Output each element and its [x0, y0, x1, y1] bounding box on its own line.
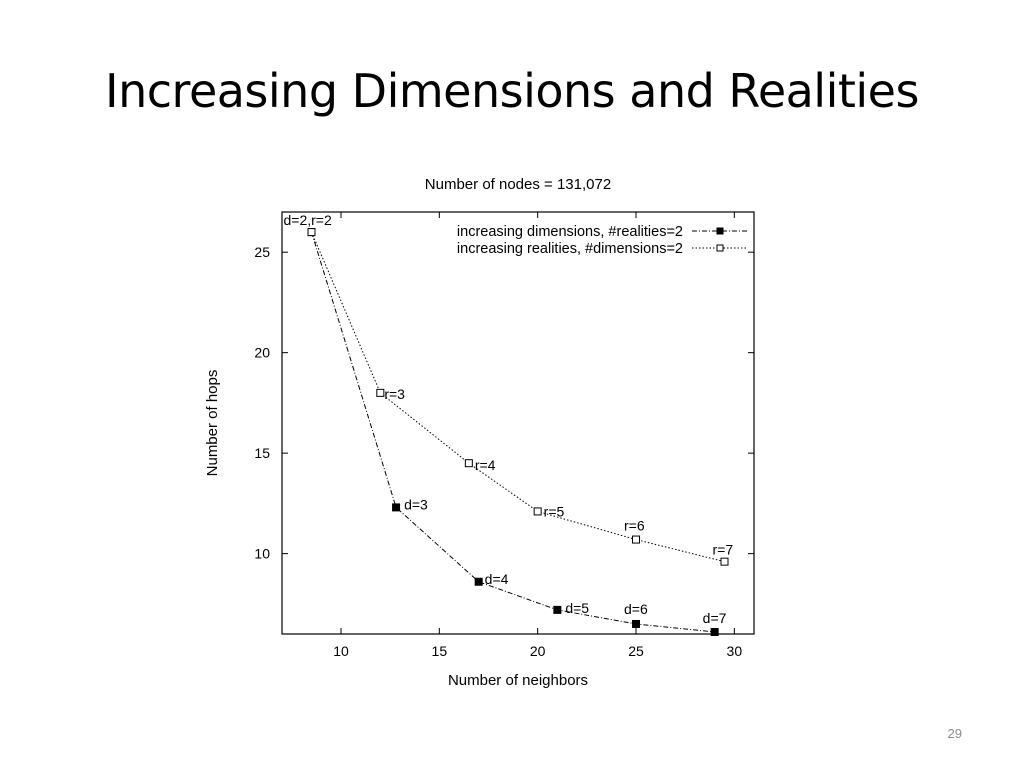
- legend-marker-1: [716, 244, 724, 252]
- data-point-1-1: [376, 388, 385, 397]
- data-point-0-5: [710, 627, 719, 636]
- data-point-0-3: [553, 605, 562, 614]
- data-label-0-4: d=6: [624, 601, 648, 617]
- legend-marker-0: [716, 227, 724, 235]
- data-point-0-1: [392, 503, 401, 512]
- x-tick-label-1: 15: [432, 643, 448, 659]
- data-point-1-3: [533, 507, 542, 516]
- chart-title: Number of nodes = 131,072: [425, 176, 611, 193]
- slide-title: Increasing Dimensions and Realities: [105, 64, 919, 118]
- x-tick-label-3: 25: [628, 643, 644, 659]
- y-tick-label-0: 10: [254, 546, 270, 562]
- legend-entry-1: increasing realities, #dimensions=2: [457, 241, 683, 257]
- y-axis-label: Number of hops: [204, 370, 221, 477]
- data-label-0-1: d=3: [404, 496, 428, 512]
- data-label-1-1: r=3: [384, 386, 405, 402]
- y-tick-label-2: 20: [254, 345, 270, 361]
- data-label-0-5: d=7: [703, 610, 727, 626]
- data-point-1-0: [307, 228, 316, 237]
- data-point-1-5: [720, 557, 729, 566]
- x-tick-label-2: 20: [530, 643, 546, 659]
- data-label-1-4: r=6: [624, 518, 645, 534]
- data-point-0-4: [632, 619, 640, 628]
- data-point-1-4: [632, 535, 640, 544]
- data-label-1-2: r=4: [475, 457, 496, 473]
- plot-frame: [281, 211, 755, 635]
- data-label-1-5: r=7: [713, 542, 734, 558]
- data-label-0-0: d=2,r=2: [284, 212, 332, 228]
- data-label-0-2: d=4: [485, 571, 509, 587]
- x-tick-label-0: 10: [333, 643, 349, 659]
- legend: increasing dimensions, #realities=2 incr…: [457, 224, 683, 257]
- x-axis-label: Number of neighbors: [448, 672, 588, 689]
- y-tick-label-1: 15: [254, 445, 270, 461]
- data-label-0-3: d=5: [565, 600, 589, 616]
- x-tick-label-4: 30: [727, 643, 743, 659]
- legend-entry-0: increasing dimensions, #realities=2: [457, 224, 683, 240]
- series-line-0: [311, 231, 715, 633]
- data-point-0-2: [474, 577, 483, 586]
- page-number: 29: [947, 726, 962, 741]
- y-tick-label-3: 25: [254, 244, 270, 260]
- data-label-1-3: r=5: [544, 503, 565, 519]
- series-line-1: [311, 231, 725, 563]
- data-point-1-2: [464, 459, 473, 468]
